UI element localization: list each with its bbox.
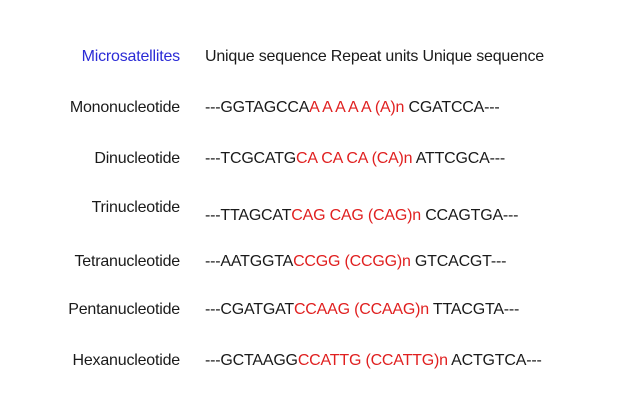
- row-label: Mononucleotide: [69, 99, 180, 116]
- sequence: ---AATGGTACCGG (CCGG)n GTCACGT---: [205, 250, 506, 274]
- row-label: Dinucleotide: [94, 150, 180, 167]
- sequence: ---GGTAGCCAA A A A A (A)n CGATCCA---: [205, 96, 500, 120]
- flank-left: ---CGATGAT: [205, 301, 294, 318]
- flank-right: ACTGTCA---: [447, 352, 542, 369]
- row-label: Tetranucleotide: [74, 253, 180, 270]
- repeat-units: CA CA CA (CA)n: [296, 150, 413, 167]
- flank-left: ---AATGGTA: [205, 253, 294, 270]
- header-columns: Unique sequence Repeat units Unique sequ…: [205, 48, 545, 65]
- row-label: Trinucleotide: [91, 199, 181, 216]
- row-tetranucleotide: Tetranucleotide ---AATGGTACCGG (CCGG)n G…: [0, 250, 640, 274]
- sequence: ---CGATGATCCAAG (CCAAG)n TTACGTA---: [205, 298, 519, 322]
- sequence: ---TTAGCATCAG CAG (CAG)n CCAGTGA---: [205, 204, 519, 228]
- sequence: ---GCTAAGGCCATTG (CCATTG)n ACTGTCA---: [205, 349, 542, 373]
- flank-right: CCAGTGA---: [420, 207, 519, 224]
- row-label: Pentanucleotide: [68, 301, 180, 318]
- row-pentanucleotide: Pentanucleotide ---CGATGATCCAAG (CCAAG)n…: [0, 298, 640, 322]
- row-hexanucleotide: Hexanucleotide ---GCTAAGGCCATTG (CCATTG)…: [0, 349, 640, 373]
- flank-right: ATTCGCA---: [412, 150, 505, 167]
- repeat-units: CAG CAG (CAG)n: [291, 207, 421, 224]
- flank-left: ---TTAGCAT: [205, 207, 292, 224]
- flank-left: ---GCTAAGG: [205, 352, 298, 369]
- row-dinucleotide: Dinucleotide ---TCGCATGCA CA CA (CA)n AT…: [0, 147, 640, 171]
- header-title: Microsatellites: [81, 48, 181, 65]
- row-label: Hexanucleotide: [72, 352, 181, 369]
- sequence: ---TCGCATGCA CA CA (CA)n ATTCGCA---: [205, 147, 505, 171]
- flank-right: GTCACGT---: [410, 253, 507, 270]
- row-trinucleotide: Trinucleotide ---TTAGCATCAG CAG (CAG)n C…: [0, 198, 640, 224]
- repeat-units: CCGG (CCGG)n: [293, 253, 411, 270]
- flank-right: CGATCCA---: [404, 99, 500, 116]
- repeat-units: CCAAG (CCAAG)n: [293, 301, 429, 318]
- repeat-units: A A A A A (A)n: [309, 99, 405, 116]
- flank-left: ---GGTAGCCA: [205, 99, 310, 116]
- row-mononucleotide: Mononucleotide ---GGTAGCCAA A A A A (A)n…: [0, 96, 640, 120]
- repeat-units: CCATTG (CCATTG)n: [297, 352, 448, 369]
- flank-left: ---TCGCATG: [205, 150, 297, 167]
- header-row: Microsatellites Unique sequence Repeat u…: [0, 45, 640, 69]
- flank-right: TTACGTA---: [428, 301, 520, 318]
